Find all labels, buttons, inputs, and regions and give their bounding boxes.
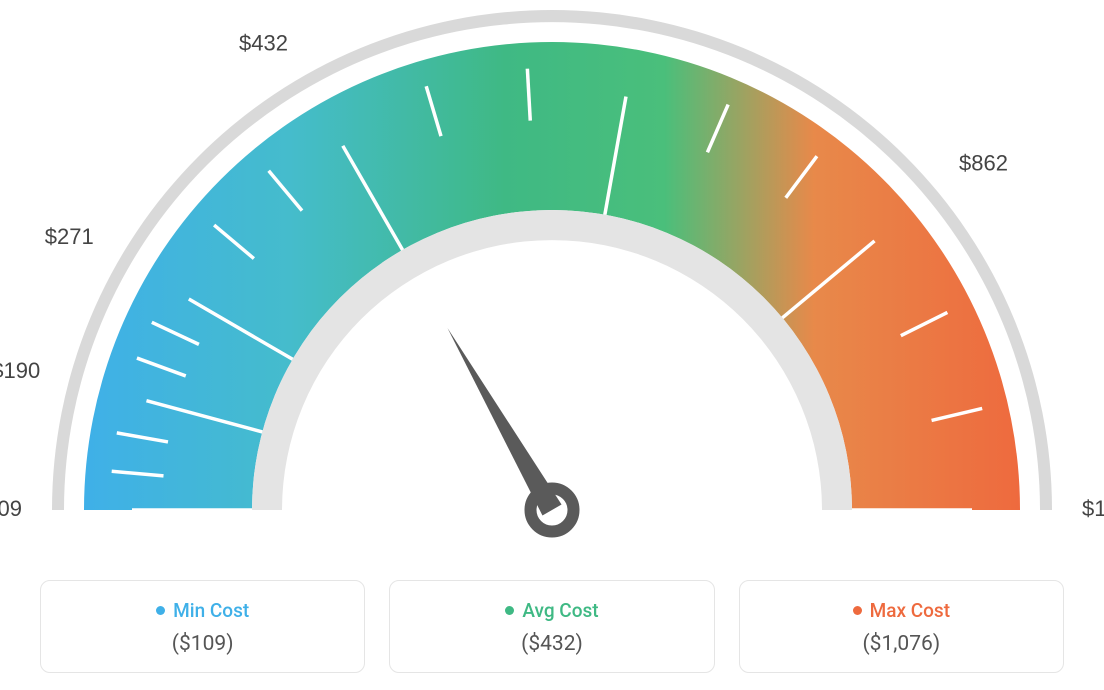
svg-text:$432: $432 bbox=[239, 30, 288, 55]
svg-text:$862: $862 bbox=[959, 150, 1008, 175]
avg-cost-dot bbox=[505, 606, 514, 615]
min-cost-dot bbox=[156, 606, 165, 615]
svg-text:$271: $271 bbox=[45, 224, 94, 249]
avg-cost-label: Avg Cost bbox=[522, 599, 598, 622]
gauge-chart: $109$190$271$432$647$862$1,076 bbox=[0, 10, 1104, 570]
min-cost-value: ($109) bbox=[41, 632, 364, 656]
summary-cards: Min Cost ($109) Avg Cost ($432) Max Cost… bbox=[40, 580, 1064, 673]
max-cost-value: ($1,076) bbox=[740, 632, 1063, 656]
min-cost-label: Min Cost bbox=[173, 599, 249, 622]
avg-cost-value: ($432) bbox=[390, 632, 713, 656]
min-cost-card: Min Cost ($109) bbox=[40, 580, 365, 673]
svg-text:$190: $190 bbox=[0, 358, 40, 383]
max-cost-card: Max Cost ($1,076) bbox=[739, 580, 1064, 673]
svg-text:$1,076: $1,076 bbox=[1082, 496, 1104, 521]
svg-text:$109: $109 bbox=[0, 496, 22, 521]
avg-cost-card: Avg Cost ($432) bbox=[389, 580, 714, 673]
max-cost-dot bbox=[853, 606, 862, 615]
max-cost-label: Max Cost bbox=[870, 599, 950, 622]
